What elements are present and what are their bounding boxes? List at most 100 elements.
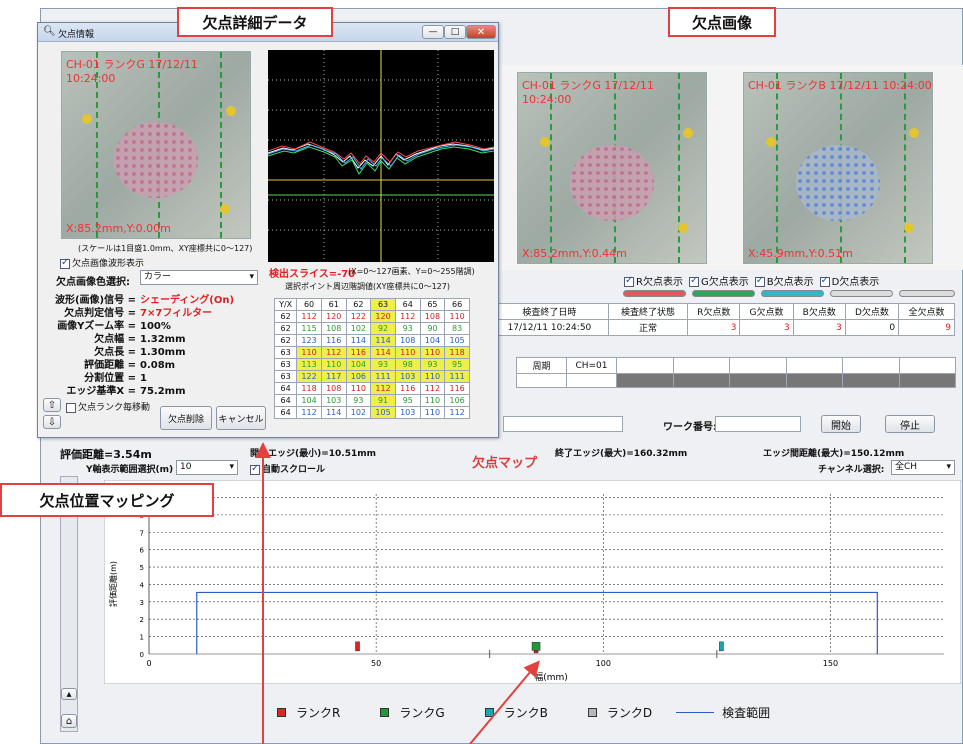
property-key: 分割位置 =	[84, 373, 136, 384]
color-bar-r	[623, 290, 686, 297]
pixel-cell: 112	[320, 346, 347, 359]
defect-info-window: 🔍︎ 欠点情報 — □ ✕ CH-01 ランクG 17/12/11 10:24:…	[37, 22, 499, 438]
pixel-cell: 118	[444, 346, 470, 359]
pixel-cell: 114	[370, 334, 396, 347]
work-no-input[interactable]	[715, 416, 801, 432]
pixel-cell: 112	[419, 382, 446, 395]
maximize-button[interactable]: □	[444, 25, 466, 39]
magnifier-icon: 🔍︎	[43, 26, 56, 37]
pixel-cell: 105	[444, 334, 470, 347]
map-scrollbar[interactable]	[60, 476, 78, 732]
color-bar-all	[899, 290, 955, 297]
stop-button[interactable]: 停止	[885, 415, 935, 433]
pixel-cell: 110	[394, 346, 421, 359]
defect-image-b[interactable]: CH-01 ランクB 17/12/11 10:24:00 X:45.9mm,Y:…	[743, 72, 933, 264]
map-red-title: 欠点マップ	[472, 456, 538, 471]
property-value: 7×7フィルター	[140, 308, 213, 319]
image-position: X:45.9mm,Y:0.51m	[748, 247, 853, 260]
pixel-cell: 93	[345, 394, 372, 407]
auto-scroll-toggle[interactable]: 自動スクロール	[250, 462, 325, 475]
property-row: 欠点幅 = 1.32mm	[38, 330, 258, 345]
pixel-cell: 117	[320, 370, 347, 383]
pixel-cell: 108	[419, 310, 446, 323]
pixel-cell: 106	[345, 370, 372, 383]
defect-image-panel: CH-01 ランクG 17/12/11 10:24:00 X:85.2mm,Y:…	[460, 65, 963, 270]
popup-defect-image[interactable]: CH-01 ランクG 17/12/11 10:24:00 X:85.2mm,Y:…	[61, 51, 251, 239]
waveform-plot[interactable]	[268, 50, 494, 262]
scroll-up-button[interactable]: ▴	[61, 688, 77, 700]
prev-button[interactable]: ⇧	[43, 398, 61, 412]
pixel-cell: 106	[444, 394, 470, 407]
minimize-button[interactable]: —	[422, 25, 444, 39]
pixel-cell: 116	[444, 382, 470, 395]
pixel-cell: 110	[296, 346, 322, 359]
eval-distance: 評価距離=3.54m	[60, 448, 152, 461]
defect-spot	[114, 122, 198, 198]
x-tick-label: 50	[371, 659, 381, 668]
legend-line-range	[676, 712, 715, 713]
pixel-cell: 111	[444, 370, 470, 383]
pixel-cell: 105	[370, 406, 396, 419]
cancel-button[interactable]: キャンセル	[216, 406, 266, 430]
pixel-row: 64 104 103 93 91 95 110 106	[273, 394, 470, 407]
defect-spot	[796, 145, 880, 221]
color-select[interactable]: カラー	[140, 270, 258, 285]
legend-swatch-d	[587, 708, 597, 717]
slice-note: (X=0～127画素、Y=0～255階調)	[348, 267, 475, 276]
property-row: 評価距離 = 0.08m	[38, 356, 258, 371]
defect-spot	[570, 145, 654, 221]
pixel-cell: 91	[370, 394, 396, 407]
delete-defect-button[interactable]: 欠点削除	[160, 406, 212, 430]
close-button[interactable]: ✕	[466, 25, 496, 39]
pixel-cell: 112	[296, 406, 322, 419]
work-input-left[interactable]	[503, 416, 623, 432]
pixel-row: 63 110 112 116 114 110 110 118	[273, 346, 470, 359]
callout-image: 欠点画像	[668, 7, 776, 37]
pixel-cell: 63	[273, 346, 298, 359]
property-key: 評価距離 =	[84, 360, 136, 371]
image-title: CH-01 ランクG 17/12/11 10:24:00	[522, 79, 654, 106]
property-value: シェーディング(On)	[140, 295, 235, 306]
wave-checkbox[interactable]: 欠点画像波形表示	[60, 256, 144, 269]
pixel-cell: 102	[345, 322, 372, 335]
defect-point-r	[355, 641, 360, 652]
pixel-cell: 63	[273, 370, 298, 383]
popup-image-title: CH-01 ランクG 17/12/11 10:24:00	[66, 58, 198, 85]
pixel-row: 62 115 108 102 92 93 90 83	[273, 322, 470, 335]
y-range-select[interactable]: 10	[176, 460, 238, 475]
property-row: 分割位置 = 1	[38, 369, 258, 384]
pixel-cell: 92	[370, 322, 396, 335]
pixel-cell: 93	[370, 358, 396, 371]
y-tick-label: 4	[140, 581, 145, 589]
toggle-g[interactable]: G欠点表示	[688, 273, 749, 288]
channel-select[interactable]: 全CH	[891, 460, 955, 475]
property-row: 画像Yズーム率 = 100%	[38, 317, 258, 332]
toggle-d[interactable]: D欠点表示	[819, 273, 879, 288]
pixel-col-header: 62	[345, 298, 372, 311]
property-value: 1	[140, 373, 147, 384]
next-button[interactable]: ⇩	[43, 415, 61, 429]
callout-mapping: 欠点位置マッピング	[0, 483, 214, 517]
home-icon: ⌂	[65, 715, 73, 727]
toggle-b[interactable]: B欠点表示	[754, 273, 814, 288]
color-select-label: 欠点画像色選択:	[56, 277, 130, 288]
pixel-cell: 113	[296, 358, 322, 371]
scroll-home-button[interactable]: ⌂	[61, 714, 77, 728]
pixel-cell: 122	[296, 370, 322, 383]
x-tick-label: 150	[823, 659, 838, 668]
toggle-r[interactable]: R欠点表示	[624, 273, 683, 288]
pixel-cell: 112	[394, 310, 421, 323]
rank-move-checkbox[interactable]: 欠点ランク毎移動	[66, 400, 150, 413]
pixel-cell: 120	[320, 310, 347, 323]
inspection-range	[196, 591, 878, 654]
pixel-cell: 98	[394, 358, 421, 371]
property-key: 欠点幅 =	[94, 334, 136, 345]
start-button[interactable]: 開始	[821, 415, 861, 433]
pixel-col-header: Y/X	[273, 298, 298, 311]
pixel-cell: 116	[394, 382, 421, 395]
pixel-cell: 114	[320, 406, 347, 419]
pixel-cell: 108	[320, 382, 347, 395]
pixel-cell: 110	[345, 382, 372, 395]
defect-image-g[interactable]: CH-01 ランクG 17/12/11 10:24:00 X:85.2mm,Y:…	[517, 72, 707, 264]
pixel-cell: 108	[394, 334, 421, 347]
